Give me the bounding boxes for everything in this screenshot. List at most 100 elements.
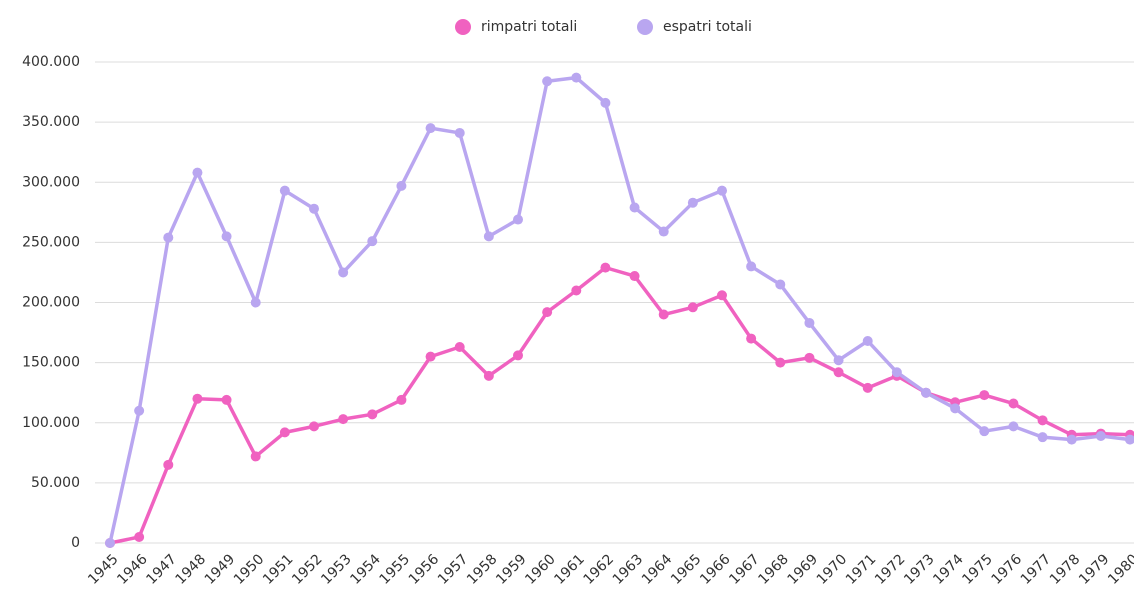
x-tick-label: 1958: [464, 551, 501, 588]
series-line: [109, 265, 1131, 545]
y-tick-label: 300.000: [22, 174, 80, 190]
x-tick-label: 1962: [581, 551, 618, 588]
data-point: [279, 427, 290, 438]
data-point: [250, 451, 261, 462]
data-point: [862, 335, 873, 346]
x-tick-label: 1951: [260, 551, 297, 588]
y-tick-label: 150.000: [22, 355, 80, 371]
x-tick-label: 1973: [901, 551, 938, 588]
data-point: [513, 214, 523, 225]
y-tick-label: 400.000: [22, 54, 80, 70]
y-tick-label: 0: [71, 535, 80, 551]
x-tick-label: 1955: [377, 551, 414, 588]
data-point: [571, 72, 582, 83]
x-tick-label: 1952: [289, 551, 326, 588]
x-tick-label: 1959: [493, 551, 530, 588]
y-tick-label: 200.000: [22, 295, 80, 311]
data-point: [192, 167, 203, 178]
data-point: [454, 341, 465, 352]
legend-label: espatri totali: [663, 19, 752, 35]
data-point: [746, 261, 757, 272]
data-point: [833, 367, 844, 378]
data-point: [600, 97, 611, 108]
x-tick-label: 1949: [202, 551, 239, 588]
data-point: [338, 414, 349, 425]
data-point: [1066, 434, 1077, 445]
data-point: [309, 421, 319, 432]
y-tick-label: 50.000: [31, 475, 80, 491]
data-point: [979, 390, 990, 401]
data-point: [367, 236, 378, 247]
data-point: [717, 185, 727, 196]
y-tick-label: 350.000: [22, 114, 80, 130]
data-point: [483, 370, 494, 381]
data-point: [979, 426, 990, 437]
data-point: [542, 76, 553, 87]
x-tick-label: 1974: [930, 551, 967, 588]
x-tick-label: 1980: [1105, 551, 1134, 588]
x-tick-label: 1950: [231, 551, 268, 588]
data-point: [687, 302, 698, 313]
data-point: [425, 351, 436, 362]
x-tick-label: 1963: [610, 551, 647, 588]
data-point: [862, 382, 873, 393]
data-point: [513, 350, 523, 361]
x-tick-label: 1954: [347, 551, 384, 588]
x-tick-label: 1979: [1076, 551, 1113, 588]
y-tick-label: 250.000: [22, 234, 80, 250]
x-tick-label: 1971: [843, 551, 880, 588]
data-point: [833, 355, 844, 366]
data-point: [338, 267, 349, 278]
data-point: [279, 185, 290, 196]
x-tick-label: 1966: [697, 551, 734, 588]
x-tick-label: 1969: [785, 551, 822, 588]
data-point: [950, 403, 961, 414]
x-tick-label: 1948: [173, 551, 210, 588]
data-point: [454, 127, 465, 138]
data-point: [163, 459, 174, 470]
legend-marker: [637, 19, 653, 35]
data-point: [542, 307, 553, 318]
x-tick-label: 1957: [435, 551, 472, 588]
x-tick-label: 1972: [872, 551, 909, 588]
x-tick-label: 1946: [114, 551, 151, 588]
data-point: [1125, 434, 1134, 445]
x-tick-label: 1965: [668, 551, 705, 588]
x-tick-label: 1976: [989, 551, 1026, 588]
data-point: [1037, 432, 1048, 443]
data-point: [804, 317, 815, 328]
data-point: [309, 203, 319, 214]
x-tick-label: 1947: [143, 551, 180, 588]
data-point: [1008, 398, 1019, 409]
series-line: [108, 75, 1131, 544]
data-point: [687, 197, 698, 208]
x-tick-label: 1967: [726, 551, 763, 588]
y-tick-label: 100.000: [22, 415, 80, 431]
x-tick-label: 1964: [639, 551, 676, 588]
x-tick-label: 1960: [522, 551, 559, 588]
data-point: [600, 262, 611, 273]
x-tick-label: 1970: [814, 551, 851, 588]
data-point: [483, 231, 494, 242]
data-point: [658, 309, 669, 320]
legend-label: rimpatri totali: [481, 19, 577, 35]
x-tick-label: 1968: [755, 551, 792, 588]
data-point: [775, 357, 786, 368]
data-point: [717, 290, 727, 301]
x-tick-label: 1978: [1047, 551, 1084, 588]
x-tick-label: 1975: [959, 551, 996, 588]
data-point: [221, 394, 232, 405]
data-point: [221, 231, 232, 242]
x-tick-label: 1945: [85, 551, 122, 588]
data-point: [396, 394, 407, 405]
data-point: [921, 387, 931, 398]
data-point: [804, 352, 815, 363]
data-point: [1095, 430, 1106, 441]
data-point: [134, 405, 145, 416]
x-tick-label: 1961: [551, 551, 588, 588]
data-point: [250, 297, 261, 308]
data-point: [192, 393, 203, 404]
data-point: [1037, 415, 1048, 426]
legend-marker: [455, 19, 471, 35]
